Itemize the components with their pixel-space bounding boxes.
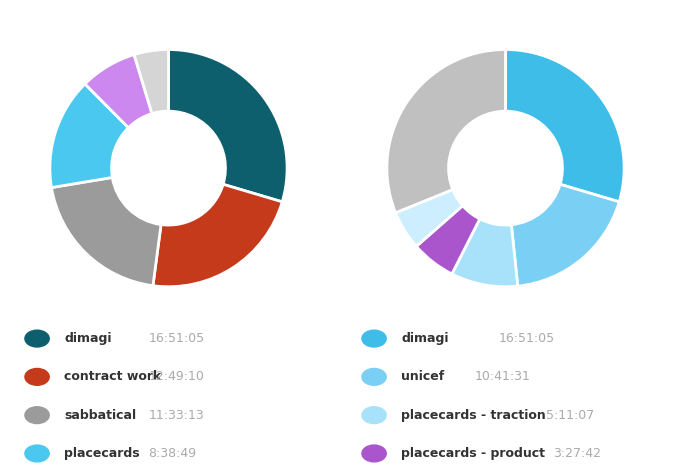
- Wedge shape: [50, 84, 128, 188]
- Wedge shape: [512, 184, 619, 286]
- Text: placecards - traction: placecards - traction: [401, 409, 546, 422]
- Text: 16:51:05: 16:51:05: [499, 332, 555, 345]
- Text: dimagi: dimagi: [401, 332, 448, 345]
- Text: 8:38:49: 8:38:49: [148, 447, 196, 460]
- Wedge shape: [452, 219, 518, 287]
- Circle shape: [449, 111, 562, 225]
- Text: 11:33:13: 11:33:13: [148, 409, 204, 422]
- Wedge shape: [153, 184, 282, 287]
- Wedge shape: [85, 55, 152, 127]
- Text: 10:41:31: 10:41:31: [475, 370, 531, 383]
- Wedge shape: [387, 50, 506, 213]
- Wedge shape: [417, 205, 480, 274]
- Text: 16:51:05: 16:51:05: [148, 332, 204, 345]
- Text: unicef: unicef: [401, 370, 444, 383]
- Text: dimagi: dimagi: [64, 332, 111, 345]
- Wedge shape: [506, 50, 624, 202]
- Text: placecards: placecards: [64, 447, 140, 460]
- Text: placecards - product: placecards - product: [401, 447, 545, 460]
- Text: contract work: contract work: [64, 370, 161, 383]
- Circle shape: [112, 111, 225, 225]
- Wedge shape: [168, 50, 287, 202]
- Text: 12:49:10: 12:49:10: [148, 370, 204, 383]
- Wedge shape: [51, 177, 161, 286]
- Text: 3:27:42: 3:27:42: [553, 447, 601, 460]
- Wedge shape: [134, 50, 168, 113]
- Wedge shape: [396, 190, 462, 246]
- Text: sabbatical: sabbatical: [64, 409, 136, 422]
- Text: 5:11:07: 5:11:07: [546, 409, 594, 422]
